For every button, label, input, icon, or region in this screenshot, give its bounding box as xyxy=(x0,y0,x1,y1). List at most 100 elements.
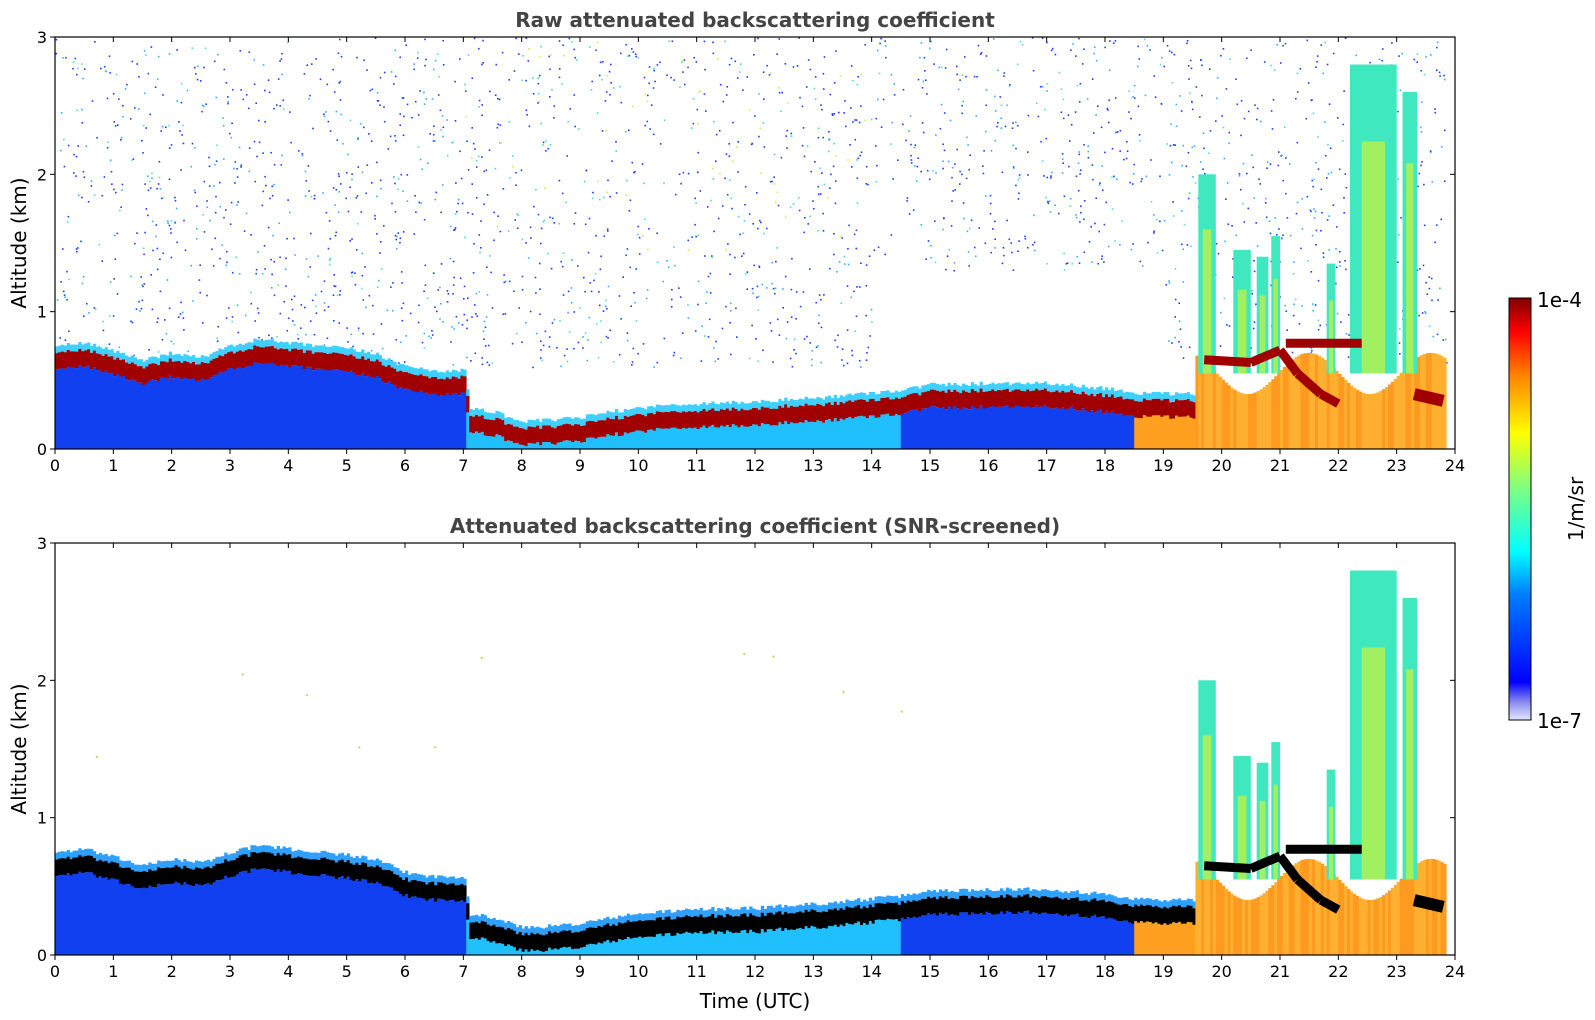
noise-pixel xyxy=(729,302,732,305)
noise-pixel xyxy=(1204,172,1206,175)
noise-pixel xyxy=(162,197,164,199)
noise-pixel xyxy=(766,64,768,67)
noise-pixel xyxy=(1279,62,1282,64)
noise-pixel xyxy=(212,265,215,267)
layer-core xyxy=(244,350,248,367)
layer-core xyxy=(854,906,858,923)
boundary-layer-fill xyxy=(291,365,295,449)
noise-pixel xyxy=(920,170,922,173)
noise-pixel xyxy=(1347,356,1350,358)
layer-core xyxy=(696,412,700,429)
noise-pixel xyxy=(187,350,189,353)
boundary-layer-fill xyxy=(985,407,989,449)
noise-pixel xyxy=(833,142,835,145)
noise-pixel xyxy=(1440,218,1442,221)
noise-pixel xyxy=(1040,140,1042,143)
noise-pixel xyxy=(884,253,886,256)
noise-pixel xyxy=(1332,52,1335,55)
layer-core xyxy=(262,347,266,364)
boundary-layer-fill xyxy=(819,421,823,449)
layer-fringe xyxy=(673,912,677,920)
noise-pixel xyxy=(1114,40,1117,42)
layer-fringe xyxy=(244,343,248,351)
layer-core xyxy=(743,410,747,427)
noise-pixel xyxy=(323,302,326,304)
layer-fringe xyxy=(1175,392,1179,400)
noise-pixel xyxy=(803,338,806,340)
boundary-layer-fill xyxy=(130,886,135,955)
boundary-layer-fill xyxy=(410,896,415,955)
noise-pixel xyxy=(618,295,621,297)
boundary-layer-fill xyxy=(667,933,671,955)
layer-core xyxy=(731,916,735,934)
boundary-layer-fill xyxy=(565,947,569,955)
noise-pixel xyxy=(622,276,624,278)
noise-pixel xyxy=(354,272,356,274)
boundary-layer-fill xyxy=(98,876,103,955)
boundary-layer-fill xyxy=(743,426,747,449)
noise-pixel xyxy=(652,133,655,136)
boundary-layer-fill xyxy=(693,932,698,955)
noise-pixel xyxy=(281,52,283,55)
layer-core xyxy=(580,426,584,443)
boundary-layer-fill xyxy=(472,938,476,955)
layer-fringe xyxy=(1087,388,1091,396)
boundary-layer-fill xyxy=(1116,921,1120,955)
boundary-layer-fill xyxy=(1189,417,1193,449)
x-tick-label: 21 xyxy=(1270,456,1290,475)
noise-pixel xyxy=(440,302,442,305)
boundary-layer-fill xyxy=(399,387,403,449)
boundary-layer-fill xyxy=(909,918,913,955)
noise-pixel xyxy=(170,256,173,259)
noise-pixel xyxy=(703,40,706,43)
noise-pixel xyxy=(1378,58,1381,61)
layer-core xyxy=(195,867,199,884)
noise-pixel xyxy=(1328,215,1330,217)
boundary-layer-fill xyxy=(1008,912,1013,955)
layer-core xyxy=(836,910,840,927)
noise-pixel xyxy=(1018,240,1020,242)
noise-pixel xyxy=(112,315,115,317)
noise-pixel xyxy=(859,359,861,362)
layer-core xyxy=(1140,904,1144,922)
layer-fringe xyxy=(722,910,727,918)
noise-pixel xyxy=(394,182,396,185)
noise-pixel xyxy=(801,144,804,147)
layer-fringe xyxy=(1163,392,1167,399)
noise-pixel xyxy=(606,75,608,77)
boundary-layer-fill xyxy=(195,883,199,955)
layer-fringe xyxy=(416,368,420,376)
layer-core xyxy=(180,868,184,886)
noise-pixel xyxy=(139,310,141,312)
layer-core xyxy=(317,859,321,877)
layer-core xyxy=(110,861,114,879)
noise-pixel xyxy=(285,285,287,287)
layer-fringe xyxy=(472,915,476,923)
boundary-layer-fill xyxy=(979,913,983,955)
noise-pixel xyxy=(527,60,530,62)
layer-core xyxy=(297,349,301,367)
boundary-layer-fill xyxy=(734,425,738,449)
layer-core xyxy=(78,855,82,872)
noise-pixel xyxy=(1439,75,1441,77)
noise-pixel xyxy=(930,244,932,247)
layer-core xyxy=(1087,395,1091,412)
layer-fringe xyxy=(979,889,983,897)
noise-pixel xyxy=(865,285,868,287)
boundary-layer-fill xyxy=(755,932,759,955)
noise-pixel xyxy=(198,279,201,281)
noise-pixel xyxy=(615,150,617,152)
noise-pixel xyxy=(857,157,860,160)
noise-pixel xyxy=(485,169,488,171)
noise-pixel xyxy=(414,195,416,197)
boundary-layer-fill xyxy=(652,430,657,449)
layer-core xyxy=(755,916,759,933)
noise-pixel xyxy=(213,185,215,187)
layer-core xyxy=(778,405,782,423)
noise-pixel xyxy=(349,240,351,242)
layer-core xyxy=(407,881,412,899)
layer-fringe xyxy=(559,924,563,932)
boundary-layer-fill xyxy=(868,921,873,955)
layer-fringe xyxy=(148,357,152,365)
layer-core xyxy=(1189,905,1193,923)
